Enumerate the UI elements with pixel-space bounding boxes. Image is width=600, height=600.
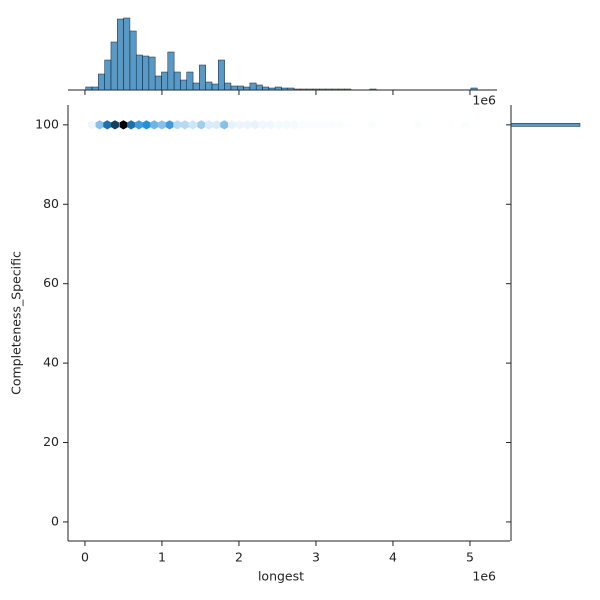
- hexbin-cell: [119, 120, 128, 130]
- hexbin-cell: [95, 120, 104, 130]
- hexbin-cell: [127, 120, 136, 130]
- histogram-bar: [173, 71, 181, 91]
- hexbin-cell: [336, 120, 345, 130]
- hexbin-cell: [212, 120, 221, 130]
- histogram-bar: [331, 88, 339, 91]
- y-tick-label: 20: [43, 434, 59, 449]
- hexbin-cell: [313, 120, 322, 130]
- histogram-bar: [249, 82, 257, 91]
- hexbin-cell: [157, 120, 166, 130]
- histogram-bar: [180, 79, 187, 91]
- histogram-bar: [325, 88, 333, 91]
- hexbin-cell: [103, 120, 112, 130]
- histogram-bar: [142, 55, 150, 91]
- hexbin-cell: [461, 120, 470, 130]
- x-axis-label: longest: [258, 569, 304, 584]
- y-tick-label: 80: [43, 196, 59, 211]
- hexbin-cell: [197, 120, 206, 130]
- histogram-bar: [344, 88, 352, 91]
- hexbin-cell: [251, 120, 260, 130]
- histogram-bar: [129, 30, 137, 91]
- histogram-bar: [262, 86, 270, 91]
- hexbin-cell: [290, 120, 299, 130]
- histogram-bar: [281, 87, 289, 91]
- hexbin-cell: [165, 120, 174, 130]
- hexbin-cell: [298, 120, 307, 130]
- hexbin-cell: [328, 120, 337, 130]
- hexbin-cell: [173, 120, 182, 130]
- y-axis-label: Completeness_Specific: [9, 251, 24, 395]
- x-tick-label: 1: [158, 550, 166, 565]
- histogram-bar: [123, 17, 131, 91]
- hexbin-cell: [181, 120, 190, 130]
- histogram-bar: [186, 71, 194, 91]
- histogram-bar: [255, 84, 263, 91]
- histogram-bar: [167, 51, 175, 91]
- hexbin-cell: [188, 120, 197, 130]
- hexbin-cell: [134, 120, 143, 130]
- histogram-bar: [237, 85, 244, 91]
- x-tick-label: 0: [81, 550, 89, 565]
- y-tick-label: 60: [43, 275, 59, 290]
- hexbin-cell: [204, 120, 213, 130]
- histogram-bar: [287, 87, 295, 91]
- x-offset-label: 1e6: [472, 569, 496, 584]
- histogram-bar: [192, 82, 200, 91]
- x-offset-label: 1e6: [472, 93, 496, 108]
- hexbin-cell: [305, 120, 314, 130]
- histogram-bar: [470, 87, 478, 91]
- histogram-bar: [510, 123, 581, 127]
- histogram-bar: [104, 59, 112, 91]
- hexbin-cell: [414, 120, 423, 130]
- hexbin-cell: [368, 120, 377, 130]
- histogram-bar: [161, 71, 169, 91]
- hexbin-cell: [220, 120, 229, 130]
- y-tick-label: 100: [35, 116, 59, 131]
- x-tick-label: 5: [466, 550, 474, 565]
- histogram-bar: [110, 41, 118, 91]
- histogram-bar: [274, 86, 282, 91]
- histogram-bar: [117, 18, 124, 91]
- histogram-bar: [268, 87, 276, 91]
- hexbin-cell: [243, 120, 252, 130]
- x-tick-label: 2: [235, 550, 243, 565]
- hexbin-cell: [228, 120, 236, 130]
- histogram-bar: [91, 86, 99, 91]
- histogram-bar: [312, 88, 320, 91]
- histogram-bar: [369, 88, 377, 91]
- histogram-bar: [319, 88, 326, 91]
- histogram-bar: [230, 85, 238, 91]
- histogram-bar: [98, 73, 105, 91]
- histogram-bar: [224, 82, 232, 91]
- histogram-bar: [199, 64, 206, 91]
- hexbin-cell: [282, 120, 291, 130]
- hexbin-cell: [266, 120, 275, 130]
- hexbin-cell: [142, 120, 151, 130]
- histogram-bar: [293, 88, 301, 91]
- histogram-bar: [135, 54, 143, 91]
- y-tick-label: 40: [43, 355, 59, 370]
- histogram-bar: [85, 86, 93, 91]
- x-tick-label: 4: [389, 550, 397, 565]
- hexbin-cell: [258, 120, 267, 130]
- histogram-bar: [154, 75, 162, 91]
- histogram-bar: [205, 81, 213, 91]
- hexbin-cell: [275, 120, 283, 130]
- hexbin-cell: [321, 120, 330, 130]
- histogram-bar: [243, 86, 251, 91]
- histogram-bar: [338, 88, 345, 91]
- histogram-bar: [211, 83, 219, 91]
- histogram-bar: [300, 88, 307, 91]
- y-tick-label: 0: [51, 513, 59, 528]
- histogram-bar: [218, 59, 225, 91]
- hexbin-cell: [110, 120, 119, 130]
- hexbin-cell: [235, 120, 244, 130]
- x-tick-label: 3: [312, 550, 320, 565]
- histogram-bar: [148, 56, 156, 91]
- hexbin-cell: [87, 120, 96, 130]
- histogram-bar: [306, 88, 314, 91]
- hexbin-cell: [150, 120, 159, 130]
